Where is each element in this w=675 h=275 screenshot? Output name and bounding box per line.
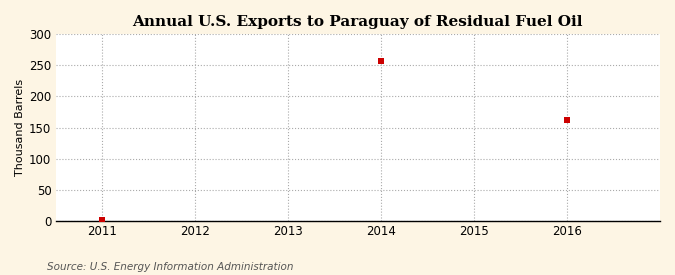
Point (562, 117, 572, 122)
Text: Source: U.S. Energy Information Administration: Source: U.S. Energy Information Administ… (47, 262, 294, 272)
Y-axis label: Thousand Barrels: Thousand Barrels (15, 79, 25, 176)
Title: Annual U.S. Exports to Paraguay of Residual Fuel Oil: Annual U.S. Exports to Paraguay of Resid… (132, 15, 583, 29)
Point (97, 218, 107, 222)
Point (376, 59, 387, 63)
